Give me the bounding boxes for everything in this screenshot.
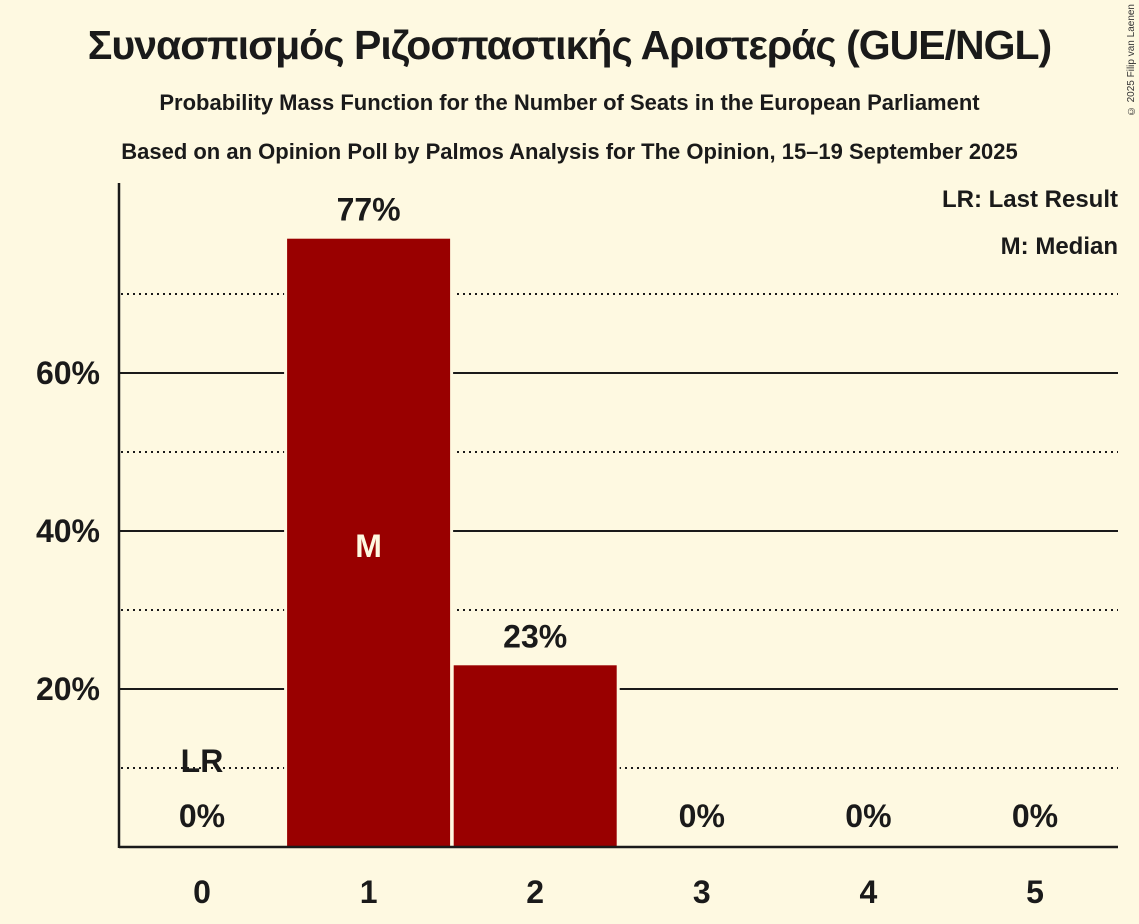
chart-source: Based on an Opinion Poll by Palmos Analy… (121, 139, 1018, 164)
x-tick-label: 5 (1026, 874, 1044, 910)
bar-seat-2 (453, 665, 617, 847)
chart-title: Συνασπισμός Ριζοσπαστικής Αριστεράς (GUE… (87, 22, 1052, 68)
value-label: 77% (337, 192, 401, 228)
last-result-marker: LR (181, 743, 224, 779)
value-label: 0% (679, 798, 725, 834)
x-tick-label: 2 (526, 874, 544, 910)
median-marker: M (355, 528, 382, 564)
x-tick-label: 0 (193, 874, 211, 910)
chart-subtitle: Probability Mass Function for the Number… (159, 90, 980, 115)
value-label: 0% (179, 798, 225, 834)
x-tick-label: 3 (693, 874, 711, 910)
y-tick-label: 60% (36, 355, 100, 391)
legend-median: M: Median (1000, 233, 1118, 260)
x-tick-label: 1 (360, 874, 378, 910)
value-label: 23% (503, 618, 567, 654)
x-tick-label: 4 (860, 874, 878, 910)
y-tick-label: 40% (36, 513, 100, 549)
y-tick-label: 20% (36, 671, 100, 707)
bar-seat-1 (287, 238, 451, 847)
value-label: 0% (1012, 798, 1058, 834)
legend-last-result: LR: Last Result (941, 186, 1118, 213)
value-label: 0% (845, 798, 891, 834)
